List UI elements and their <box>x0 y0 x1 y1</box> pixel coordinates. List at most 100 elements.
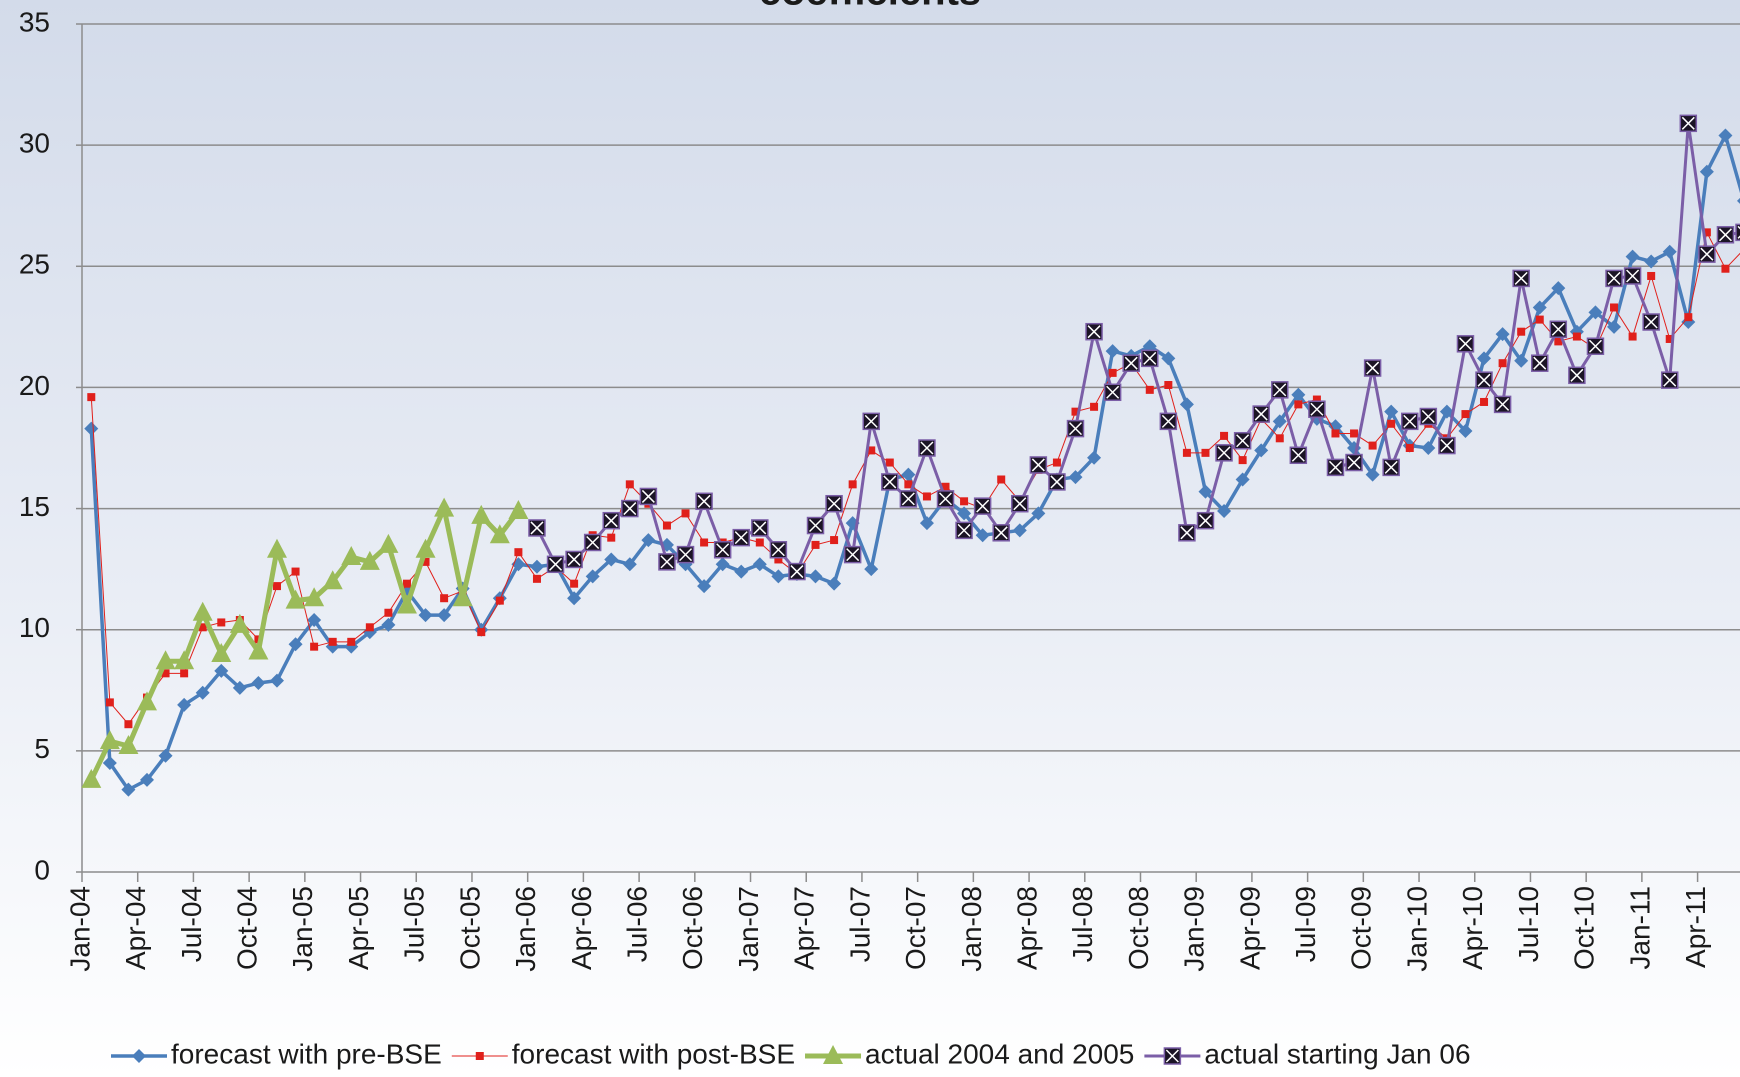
x-tick-label: Oct-07 <box>900 886 931 970</box>
marker-diamond <box>102 755 117 770</box>
marker-diamond <box>1068 470 1083 485</box>
marker-box <box>602 511 620 530</box>
marker-box <box>1048 473 1066 491</box>
marker-square <box>440 594 449 603</box>
marker-triangle <box>155 650 176 670</box>
marker-box-cross <box>1384 460 1398 474</box>
marker-box <box>1085 322 1103 341</box>
marker-box-cross <box>957 523 971 537</box>
marker-square <box>1052 458 1061 467</box>
marker-box-cross <box>846 548 860 562</box>
marker-diamond <box>1625 249 1640 264</box>
marker-square <box>477 628 486 637</box>
marker-diamond <box>1439 404 1454 419</box>
marker-diamond <box>288 637 303 652</box>
marker-box <box>1159 412 1178 431</box>
y-tick-label: 5 <box>34 733 50 764</box>
marker-box-cross <box>641 489 655 503</box>
marker-triangle <box>229 613 250 633</box>
marker-box-cross <box>1143 351 1157 365</box>
marker-square <box>384 608 393 617</box>
marker-box-cross <box>864 414 878 428</box>
marker-diamond <box>1644 254 1659 269</box>
x-tick-label: Apr-10 <box>1457 886 1488 970</box>
marker-triangle <box>378 533 399 553</box>
marker-box <box>1326 458 1345 477</box>
marker-square <box>87 393 96 402</box>
marker-box <box>769 541 788 559</box>
marker-diamond <box>975 528 990 543</box>
marker-box <box>1345 453 1363 472</box>
marker-diamond <box>604 552 619 567</box>
marker-diamond <box>177 697 192 712</box>
marker-square <box>1312 395 1321 404</box>
marker-box <box>1382 458 1400 477</box>
marker-square <box>495 596 504 605</box>
marker-box <box>1530 354 1549 372</box>
marker-box-cross <box>623 502 637 516</box>
marker-box-cross <box>883 475 897 489</box>
x-tick-label: Jul-09 <box>1290 886 1321 962</box>
x-tick-label: Apr-08 <box>1011 886 1042 970</box>
marker-box-cross <box>771 543 785 557</box>
marker-triangle <box>266 538 287 558</box>
x-tick-label: Jan-04 <box>64 886 95 972</box>
marker-square <box>848 480 857 489</box>
marker-square <box>830 536 839 545</box>
marker-square <box>1071 407 1080 416</box>
marker-square <box>180 669 189 678</box>
marker-box <box>1029 456 1048 474</box>
marker-diamond <box>1198 484 1213 499</box>
marker-box <box>1419 407 1438 426</box>
marker-box-cross <box>994 526 1008 540</box>
marker-triangle <box>99 730 120 750</box>
marker-square <box>1145 385 1154 394</box>
marker-box <box>732 528 750 547</box>
plot-area <box>81 114 1740 797</box>
marker-box <box>825 494 843 513</box>
marker-box <box>1660 371 1679 389</box>
marker-triangle <box>248 640 269 660</box>
marker-square <box>402 579 411 588</box>
marker-square <box>922 492 931 501</box>
marker-box-cross <box>1050 475 1064 489</box>
marker-square <box>811 540 820 549</box>
marker-diamond <box>734 564 749 579</box>
marker-box-cross <box>1198 514 1213 528</box>
marker-square <box>774 555 783 564</box>
marker-box-cross <box>827 497 841 511</box>
marker-diamond <box>139 772 154 787</box>
x-tick-label: Jan-05 <box>287 886 318 972</box>
marker-diamond <box>752 557 767 572</box>
marker-box <box>1233 431 1252 450</box>
marker-box <box>1401 412 1419 431</box>
x-tick-label: Jan-11 <box>1624 886 1655 970</box>
marker-square <box>514 548 523 557</box>
marker-diamond <box>1087 450 1102 465</box>
marker-diamond <box>307 613 322 628</box>
marker-square <box>662 521 671 530</box>
marker-box-cross <box>678 548 693 562</box>
marker-square <box>997 475 1006 484</box>
marker-box <box>1011 494 1029 513</box>
marker-box-cross <box>808 519 823 533</box>
marker-diamond <box>1012 523 1027 538</box>
marker-square <box>1220 431 1229 440</box>
marker-box <box>1178 524 1196 542</box>
marker-box <box>788 562 806 581</box>
marker-square <box>421 557 430 566</box>
marker-diamond <box>1384 404 1399 419</box>
legend-label: forecast with pre-BSE <box>171 1038 442 1069</box>
marker-diamond <box>1365 467 1380 482</box>
marker-box <box>695 492 713 511</box>
marker-box-cross <box>1570 368 1584 382</box>
marker-box <box>936 490 955 508</box>
marker-box-cross <box>1291 448 1305 462</box>
marker-box-cross <box>1013 497 1027 511</box>
marker-box-cross <box>1440 439 1454 453</box>
marker-diamond <box>251 676 266 691</box>
x-tick-label: Jan-08 <box>956 886 987 972</box>
marker-diamond <box>1217 503 1232 518</box>
marker-box-cross <box>1310 402 1324 416</box>
marker-box <box>973 497 992 515</box>
